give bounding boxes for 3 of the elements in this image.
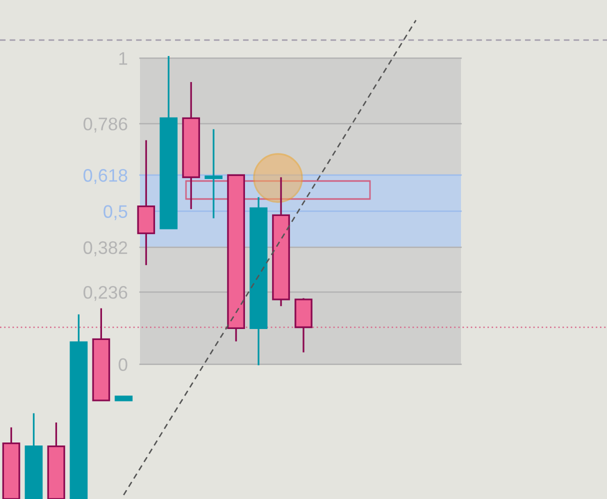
y-tick-label: 0,5	[104, 205, 128, 220]
y-tick-label: 0,618	[84, 169, 128, 184]
candlestick	[204, 128, 222, 220]
